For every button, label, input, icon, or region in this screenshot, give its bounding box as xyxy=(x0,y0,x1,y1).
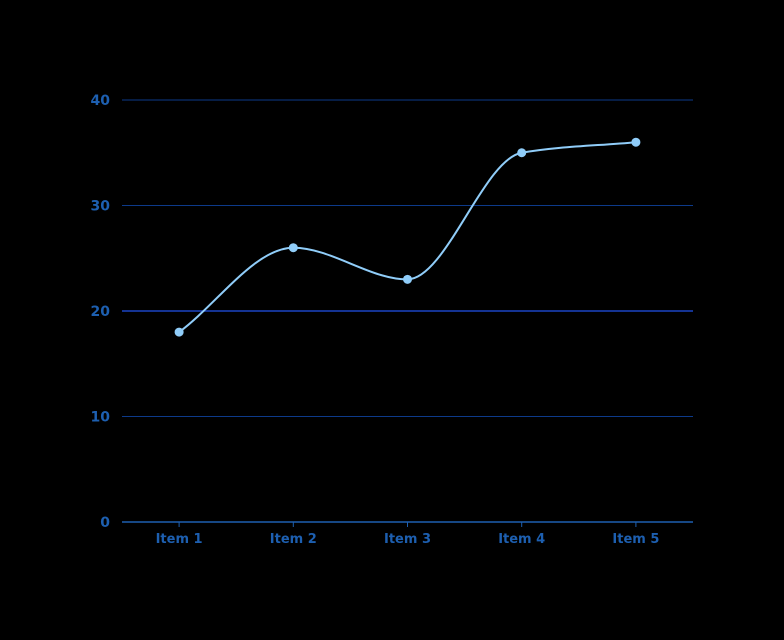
y-tick-label-30: 30 xyxy=(91,199,111,215)
data-point-5[interactable] xyxy=(631,137,641,147)
grid-lines xyxy=(122,99,693,523)
x-tick-label-2: Item 2 xyxy=(270,532,317,547)
x-tick-label-3: Item 3 xyxy=(384,532,431,547)
x-tick-label-5: Item 5 xyxy=(612,532,659,547)
x-tick-label-1: Item 1 xyxy=(156,532,203,547)
data-point-1[interactable] xyxy=(174,327,184,337)
series-line-1 xyxy=(178,141,636,333)
y-axis-ticks: 0 10 20 30 40 xyxy=(91,93,111,531)
data-point-4[interactable] xyxy=(517,148,527,158)
y-tick-label-10: 10 xyxy=(91,410,111,426)
y-tick-label-0: 0 xyxy=(100,515,110,531)
data-point-2[interactable] xyxy=(288,243,298,253)
y-tick-label-40: 40 xyxy=(91,93,111,109)
x-axis-ticks: Item 1 Item 2 Item 3 Item 4 Item 5 xyxy=(156,522,659,547)
x-tick-label-4: Item 4 xyxy=(498,532,545,547)
data-point-3[interactable] xyxy=(403,274,412,284)
y-tick-label-20: 20 xyxy=(91,304,111,320)
series-layer xyxy=(174,137,641,337)
